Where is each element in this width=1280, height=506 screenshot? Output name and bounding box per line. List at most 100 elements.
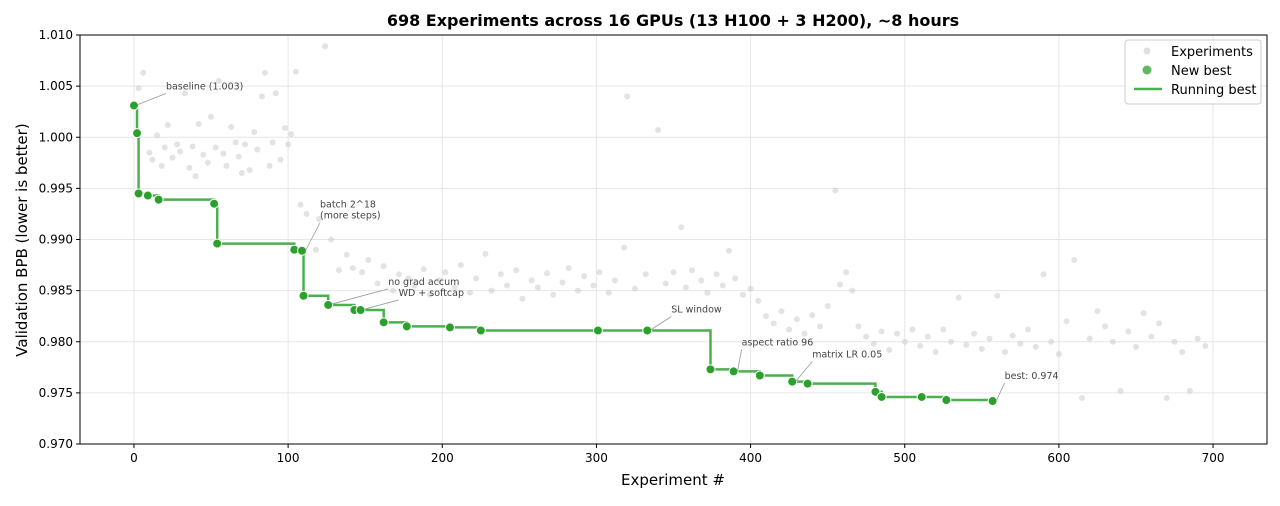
new-best-point bbox=[401, 321, 412, 332]
legend-marker-experiments bbox=[1143, 47, 1151, 55]
experiment-point bbox=[343, 251, 350, 258]
new-best-point bbox=[132, 128, 143, 139]
new-best-point bbox=[642, 325, 653, 336]
experiment-point bbox=[365, 256, 372, 263]
new-best-point bbox=[475, 325, 486, 336]
experiment-point bbox=[488, 287, 495, 294]
x-tick-label: 300 bbox=[585, 451, 608, 465]
experiment-point bbox=[688, 267, 695, 274]
new-best-point bbox=[916, 391, 927, 402]
experiment-point bbox=[349, 265, 356, 272]
experiment-point bbox=[849, 287, 856, 294]
new-best-point bbox=[876, 391, 887, 402]
experiment-point bbox=[605, 289, 612, 296]
y-axis-label: Validation BPB (lower is better) bbox=[13, 123, 31, 356]
new-best-point bbox=[378, 317, 389, 328]
experiment-point bbox=[174, 141, 181, 148]
annotation-arrow bbox=[137, 93, 167, 105]
experiment-point bbox=[154, 132, 161, 139]
experiment-point bbox=[809, 312, 816, 319]
experiment-point bbox=[1071, 256, 1078, 263]
experiment-point bbox=[1055, 351, 1062, 358]
new-best-point bbox=[705, 364, 716, 375]
experiment-point bbox=[411, 282, 418, 289]
experiment-point bbox=[135, 85, 142, 92]
experiment-point bbox=[467, 289, 474, 296]
experiment-point bbox=[164, 121, 171, 128]
experiment-point bbox=[228, 124, 235, 131]
experiment-point bbox=[451, 284, 458, 291]
experiment-point bbox=[1063, 318, 1070, 325]
experiment-point bbox=[747, 285, 754, 292]
experiment-point bbox=[611, 277, 618, 284]
new-best-point bbox=[754, 370, 765, 381]
experiment-point bbox=[220, 150, 227, 157]
experiment-point bbox=[824, 302, 831, 309]
experiment-point bbox=[544, 270, 551, 277]
experiment-point bbox=[870, 340, 877, 347]
experiment-point bbox=[590, 282, 597, 289]
experiment-point bbox=[195, 120, 202, 127]
new-best-point bbox=[802, 378, 813, 389]
experiment-point bbox=[755, 297, 762, 304]
experiment-point bbox=[581, 273, 588, 280]
annotation-arrow bbox=[795, 361, 813, 381]
experiment-point bbox=[223, 162, 230, 169]
experiment-point bbox=[241, 141, 248, 148]
experiment-point bbox=[1048, 338, 1055, 345]
experiment-point bbox=[655, 127, 662, 134]
experiment-point bbox=[886, 346, 893, 353]
y-tick-label: 1.010 bbox=[39, 28, 73, 42]
experiment-point bbox=[1102, 323, 1109, 330]
experiment-point bbox=[855, 323, 862, 330]
experiment-point bbox=[436, 277, 443, 284]
y-tick-label: 0.985 bbox=[39, 284, 73, 298]
experiment-point bbox=[955, 294, 962, 301]
experiment-point bbox=[947, 338, 954, 345]
experiment-point bbox=[1179, 348, 1186, 355]
x-tick-label: 500 bbox=[893, 451, 916, 465]
experiment-point bbox=[1025, 326, 1032, 333]
new-best-point bbox=[728, 366, 739, 377]
legend-label-experiments: Experiments bbox=[1171, 45, 1253, 60]
experiment-point bbox=[901, 338, 908, 345]
experiment-point bbox=[181, 90, 188, 97]
y-tick-label: 0.990 bbox=[39, 233, 73, 247]
experiment-point bbox=[235, 153, 242, 160]
experiment-point bbox=[770, 320, 777, 327]
experiment-point bbox=[670, 269, 677, 276]
annotation-arrow bbox=[305, 222, 321, 250]
experiment-point bbox=[186, 164, 193, 171]
x-axis-label: Experiment # bbox=[621, 471, 725, 489]
experiment-point bbox=[565, 265, 572, 272]
plot-frame bbox=[79, 34, 1268, 445]
experiment-point bbox=[1032, 343, 1039, 350]
experiment-point bbox=[482, 250, 489, 257]
experiment-point bbox=[497, 271, 504, 278]
x-tick-label: 200 bbox=[431, 451, 454, 465]
experiment-point bbox=[863, 333, 870, 340]
experiment-point bbox=[596, 269, 603, 276]
experiment-point bbox=[1156, 320, 1163, 327]
experiment-point bbox=[312, 246, 319, 253]
experiment-point bbox=[1148, 333, 1155, 340]
experiment-point bbox=[642, 271, 649, 278]
experiment-point bbox=[786, 326, 793, 333]
experiment-point bbox=[258, 93, 265, 100]
annotation-label: aspect ratio 96 bbox=[742, 337, 814, 348]
y-tick-label: 0.980 bbox=[39, 335, 73, 349]
experiment-point bbox=[978, 345, 985, 352]
experiment-point bbox=[335, 267, 342, 274]
experiment-point bbox=[662, 280, 669, 287]
experiment-point bbox=[1125, 328, 1132, 335]
experiment-point bbox=[878, 328, 885, 335]
experiment-point bbox=[704, 289, 711, 296]
annotation-arrow bbox=[651, 316, 672, 330]
y-tick-label: 1.005 bbox=[39, 79, 73, 93]
experiment-point bbox=[269, 139, 276, 146]
annotation-label: matrix LR 0.05 bbox=[812, 350, 882, 361]
experiment-point bbox=[1163, 394, 1170, 401]
new-best-point bbox=[209, 198, 220, 209]
new-best-points bbox=[128, 100, 998, 407]
